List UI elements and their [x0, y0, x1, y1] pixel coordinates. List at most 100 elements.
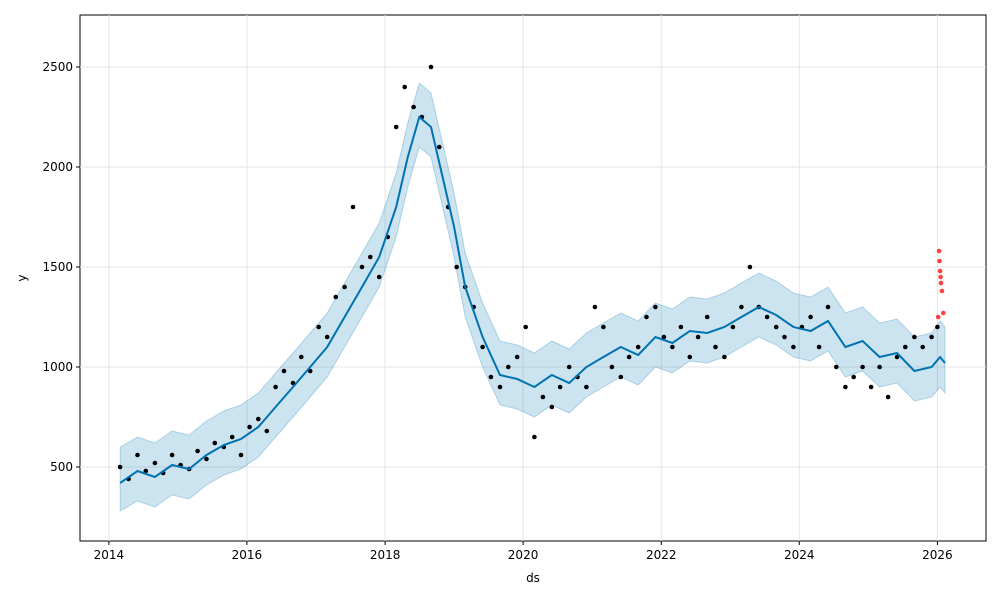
observed-point	[342, 284, 347, 290]
x-tick-label: 2026	[922, 548, 953, 562]
observed-point	[299, 354, 304, 360]
x-tick-label: 2022	[646, 548, 677, 562]
observed-point	[912, 334, 917, 340]
observed-points	[117, 64, 946, 482]
observed-point	[411, 104, 416, 110]
observed-point	[540, 394, 546, 400]
grid-lines	[80, 15, 986, 541]
observed-point	[316, 324, 322, 330]
observed-point	[877, 364, 882, 370]
observed-point	[791, 344, 796, 350]
observed-point	[247, 424, 252, 430]
y-axis-label: y	[15, 274, 29, 281]
x-tick-label: 2020	[508, 548, 539, 562]
observed-point	[368, 254, 373, 260]
x-axis-label: ds	[526, 571, 540, 585]
observed-point	[393, 124, 399, 130]
observed-point	[506, 364, 511, 370]
observed-point	[229, 434, 235, 440]
observed-point	[860, 364, 865, 370]
observed-point	[868, 384, 874, 390]
observed-point	[730, 324, 736, 330]
x-tick-label: 2016	[232, 548, 263, 562]
observed-point	[324, 334, 330, 340]
observed-point	[497, 384, 503, 390]
uncertainty-band-area	[119, 82, 946, 512]
observed-point	[609, 364, 615, 370]
observed-point	[825, 304, 831, 310]
forecast-line-path	[119, 115, 946, 484]
observed-point	[747, 264, 753, 270]
observed-point	[851, 374, 856, 380]
recent-point	[941, 310, 946, 316]
observed-point	[584, 384, 589, 390]
observed-point	[678, 324, 684, 330]
observed-point	[566, 364, 572, 370]
observed-point	[722, 354, 727, 360]
observed-point	[169, 452, 175, 458]
x-tick-label: 2014	[94, 548, 125, 562]
y-tick-label: 1000	[42, 360, 73, 374]
observed-point	[808, 314, 813, 320]
observed-point	[143, 468, 149, 474]
recent-point	[937, 258, 942, 264]
recent-point	[935, 314, 941, 320]
observed-point	[135, 452, 140, 458]
observed-point	[264, 428, 270, 434]
observed-point	[764, 314, 770, 320]
observed-point	[695, 334, 701, 340]
observed-point	[920, 344, 925, 350]
observed-point	[488, 374, 494, 380]
observed-point	[273, 384, 278, 390]
x-axis-ticks: 2014 2016 2018 2020 2022 2024 2026	[94, 541, 953, 562]
x-tick-label: 2024	[784, 548, 815, 562]
recent-point	[936, 248, 942, 254]
observed-point	[739, 304, 744, 310]
observed-point	[782, 334, 787, 340]
observed-point	[653, 304, 658, 310]
observed-point	[359, 264, 365, 270]
observed-point	[454, 264, 460, 270]
observed-point	[281, 368, 287, 374]
observed-point	[894, 354, 900, 360]
observed-point	[935, 324, 940, 330]
x-tick-label: 2018	[370, 548, 401, 562]
plot-frame	[79, 14, 987, 542]
observed-point	[195, 448, 200, 454]
observed-point	[773, 324, 779, 330]
observed-point	[903, 344, 908, 350]
observed-point	[532, 434, 537, 440]
observed-point	[437, 144, 442, 150]
observed-point	[704, 314, 710, 320]
observed-point	[549, 404, 555, 410]
observed-point	[514, 354, 520, 360]
observed-point	[212, 440, 218, 446]
observed-point	[618, 374, 624, 380]
observed-point	[428, 64, 434, 70]
observed-point	[117, 464, 123, 470]
observed-point	[333, 294, 339, 300]
observed-point	[592, 304, 598, 310]
observed-point	[402, 84, 408, 90]
recent-point	[939, 288, 945, 294]
recent-point	[938, 280, 944, 286]
observed-point	[885, 394, 891, 400]
y-tick-label: 2500	[42, 60, 73, 74]
observed-point	[929, 334, 934, 340]
observed-point	[523, 324, 528, 330]
observed-point	[626, 354, 632, 360]
observed-point	[635, 344, 641, 350]
y-tick-label: 1500	[42, 260, 73, 274]
y-tick-label: 2000	[42, 160, 73, 174]
y-axis-ticks: 500 1000 1500 2000 2500	[42, 60, 80, 474]
observed-point	[376, 274, 382, 280]
observed-point	[687, 354, 693, 360]
observed-point	[834, 364, 839, 370]
observed-point	[152, 460, 158, 466]
y-tick-label: 500	[50, 460, 73, 474]
observed-point	[661, 334, 667, 340]
forecast-line	[119, 115, 946, 484]
observed-point	[480, 344, 485, 350]
observed-point	[713, 344, 718, 350]
